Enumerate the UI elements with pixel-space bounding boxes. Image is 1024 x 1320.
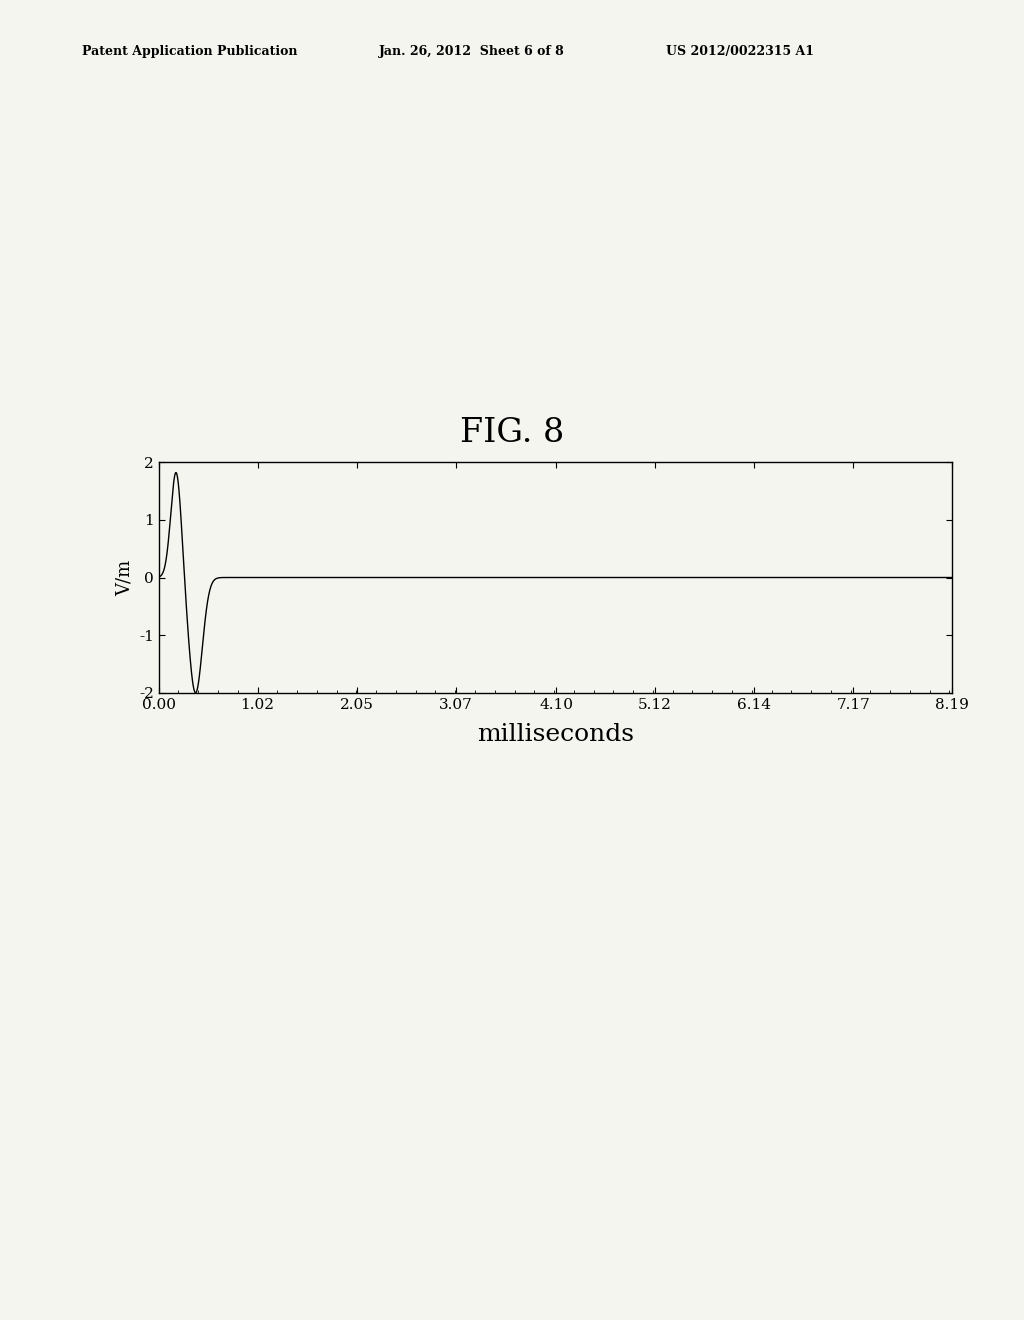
X-axis label: milliseconds: milliseconds	[477, 723, 634, 746]
Text: Patent Application Publication: Patent Application Publication	[82, 45, 297, 58]
Text: FIG. 8: FIG. 8	[460, 417, 564, 449]
Y-axis label: V/m: V/m	[116, 560, 133, 595]
Text: Jan. 26, 2012  Sheet 6 of 8: Jan. 26, 2012 Sheet 6 of 8	[379, 45, 564, 58]
Text: US 2012/0022315 A1: US 2012/0022315 A1	[666, 45, 814, 58]
